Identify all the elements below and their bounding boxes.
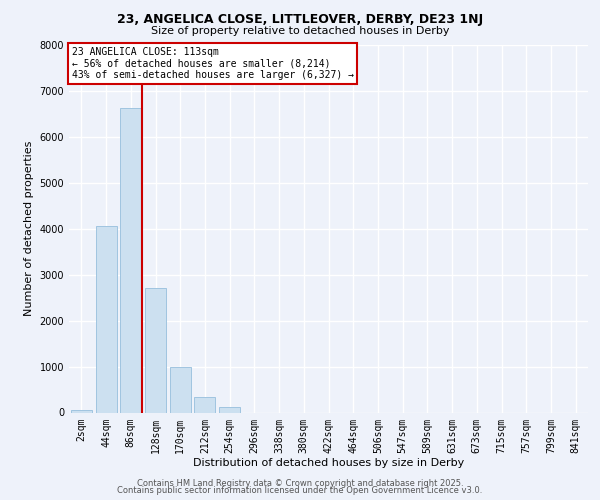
Bar [145,288,166,412]
Bar [219,407,240,412]
X-axis label: Distribution of detached houses by size in Derby: Distribution of detached houses by size … [193,458,464,468]
Bar [95,226,116,412]
Y-axis label: Number of detached properties: Number of detached properties [24,141,34,316]
Text: Size of property relative to detached houses in Derby: Size of property relative to detached ho… [151,26,449,36]
Bar [194,397,215,412]
Text: Contains public sector information licensed under the Open Government Licence v3: Contains public sector information licen… [118,486,482,495]
Bar [120,108,141,412]
Bar [71,410,92,412]
Bar [170,368,191,412]
Text: 23, ANGELICA CLOSE, LITTLEOVER, DERBY, DE23 1NJ: 23, ANGELICA CLOSE, LITTLEOVER, DERBY, D… [117,12,483,26]
Text: Contains HM Land Registry data © Crown copyright and database right 2025.: Contains HM Land Registry data © Crown c… [137,478,463,488]
Text: 23 ANGELICA CLOSE: 113sqm
← 56% of detached houses are smaller (8,214)
43% of se: 23 ANGELICA CLOSE: 113sqm ← 56% of detac… [71,47,353,80]
